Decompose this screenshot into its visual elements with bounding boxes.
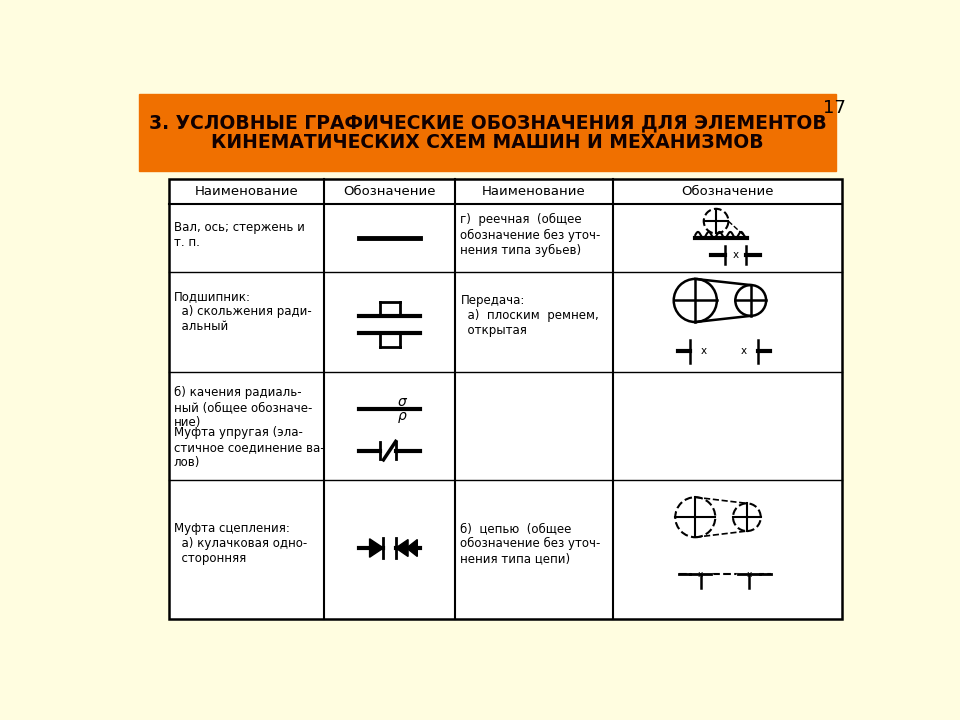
Polygon shape	[406, 539, 418, 557]
Bar	[725, 249, 746, 261]
Text: ρ: ρ	[397, 409, 406, 423]
Bar	[139, 169, 836, 633]
Text: Вал, ось; стержень и
т. п.: Вал, ось; стержень и т. п.	[174, 221, 305, 249]
Text: Муфта упругая (эла-
стичное соединение ва-
лов): Муфта упругая (эла- стичное соединение в…	[174, 426, 324, 469]
Bar	[139, 94, 836, 171]
Text: Муфта сцепления:
  а) кулачковая одно-
  сторонняя: Муфта сцепления: а) кулачковая одно- сто…	[174, 522, 307, 565]
Bar	[169, 179, 842, 619]
Text: б) качения радиаль-
ный (общее обозначе-
ние): б) качения радиаль- ный (общее обозначе-…	[174, 386, 312, 429]
Polygon shape	[690, 568, 711, 580]
Text: КИНЕМАТИЧЕСКИХ СХЕМ МАШИН И МЕХАНИЗМОВ: КИНЕМАТИЧЕСКИХ СХЕМ МАШИН И МЕХАНИЗМОВ	[211, 133, 764, 152]
Bar	[169, 179, 842, 619]
Text: 17: 17	[824, 99, 846, 117]
Text: Подшипник:
  а) скольжения ради-
  альный: Подшипник: а) скольжения ради- альный	[174, 289, 312, 333]
Polygon shape	[396, 539, 408, 557]
Text: x: x	[698, 570, 704, 579]
Text: г)  реечная  (общее
обозначение без уточ-
нения типа зубьев): г) реечная (общее обозначение без уточ- …	[461, 213, 601, 256]
Text: Обозначение: Обозначение	[344, 185, 436, 198]
Text: Наименование: Наименование	[482, 185, 586, 198]
Text: x: x	[732, 250, 738, 260]
Text: 3. УСЛОВНЫЕ ГРАФИЧЕСКИЕ ОБОЗНАЧЕНИЯ ДЛЯ ЭЛЕМЕНТОВ: 3. УСЛОВНЫЕ ГРАФИЧЕСКИЕ ОБОЗНАЧЕНИЯ ДЛЯ …	[149, 114, 827, 133]
Polygon shape	[370, 539, 383, 557]
Text: x: x	[701, 346, 707, 356]
Text: б)  цепью  (общее
обозначение без уточ-
нения типа цепи): б) цепью (общее обозначение без уточ- не…	[461, 522, 601, 565]
Text: 1 — обозначения валов: 1 — обозначения валов	[354, 158, 475, 168]
Text: x: x	[747, 570, 752, 579]
Text: Обозначение: Обозначение	[682, 185, 774, 198]
Text: σ: σ	[397, 395, 406, 409]
Bar	[690, 343, 757, 359]
Text: x: x	[741, 346, 747, 356]
Polygon shape	[738, 568, 760, 580]
Text: Наименование: Наименование	[195, 185, 299, 198]
Text: Передача:
  а)  плоским  ремнем,
  открытая: Передача: а) плоским ремнем, открытая	[461, 294, 599, 338]
